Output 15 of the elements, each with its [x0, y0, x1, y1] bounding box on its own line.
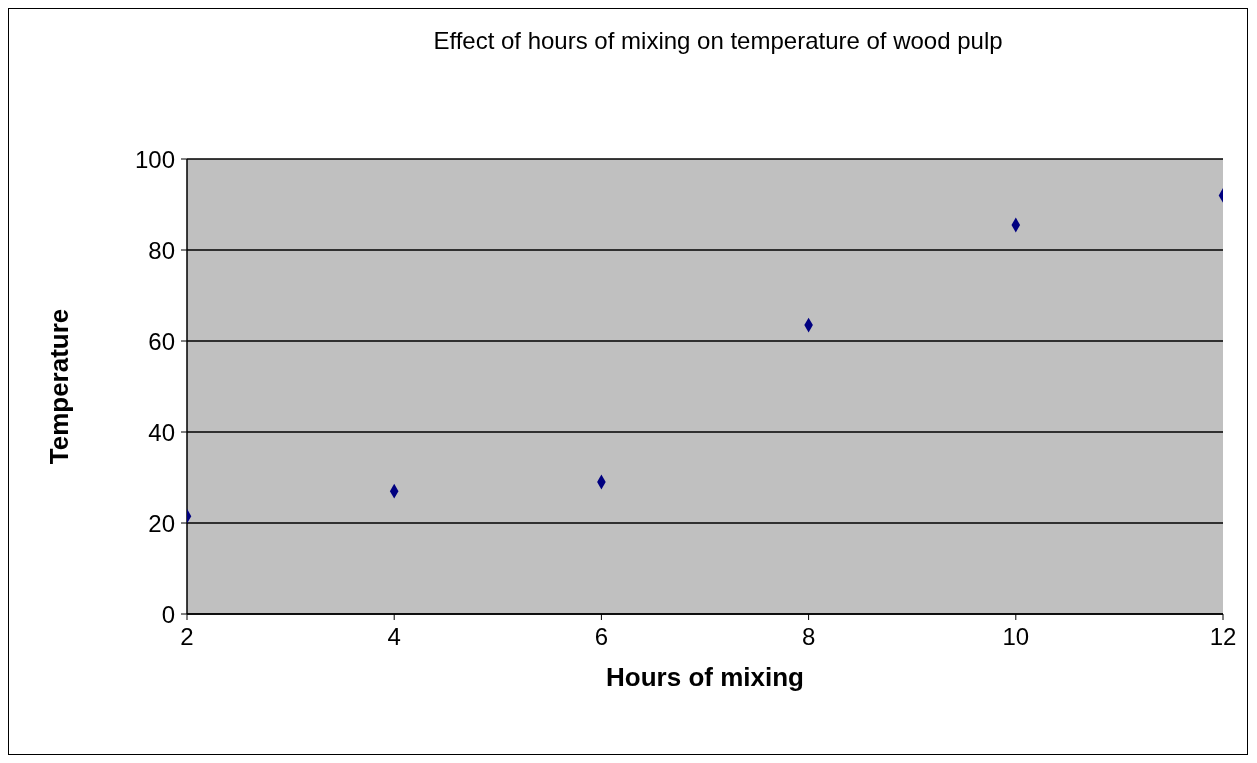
y-tick-label: 20 — [148, 509, 175, 537]
x-tick-label: 8 — [801, 623, 816, 651]
x-tick-label: 2 — [180, 623, 194, 651]
y-tick-label: 100 — [134, 145, 175, 173]
chart-title: Effect of hours of mixing on temperature of wood pulp — [432, 27, 1004, 55]
y-tick-label: 80 — [148, 236, 175, 264]
y-tick-label: 0 — [161, 600, 175, 628]
x-axis-title: Hours of mixing — [606, 662, 804, 692]
x-tick-label: 10 — [1002, 623, 1030, 651]
x-tick-label: 6 — [594, 623, 609, 651]
x-tick-label: 12 — [1209, 623, 1237, 651]
x-tick-label: 4 — [387, 623, 401, 651]
y-tick-label: 40 — [148, 418, 175, 446]
y-tick-label: 60 — [148, 327, 175, 355]
y-axis-title: Temperature — [44, 308, 75, 465]
